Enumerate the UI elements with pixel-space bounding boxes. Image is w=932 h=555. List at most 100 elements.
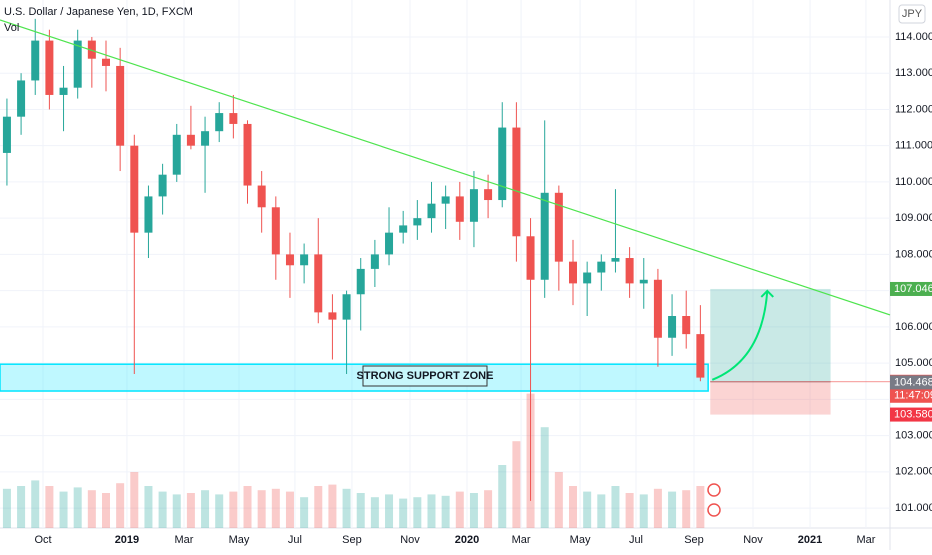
- countdown-badge: [890, 388, 932, 403]
- price-badge-label: 103.580: [894, 408, 932, 420]
- candle-body: [229, 113, 238, 124]
- candle-body: [469, 189, 478, 222]
- candle-body: [2, 116, 11, 153]
- countdown: 11:47:09: [894, 390, 932, 402]
- candle-body: [682, 316, 691, 335]
- candle-body: [257, 185, 266, 208]
- candle-body: [484, 189, 493, 201]
- event-icon: [707, 483, 721, 497]
- x-tick-label: Oct: [34, 534, 51, 546]
- volume-bar: [87, 490, 96, 528]
- y-tick-label: 109.000: [895, 212, 932, 224]
- volume-bar: [597, 494, 606, 528]
- candle-body: [285, 254, 294, 266]
- candle-body: [300, 254, 309, 266]
- volume-bar: [130, 472, 139, 528]
- y-tick-label: 108.000: [895, 248, 932, 260]
- candle-body: [399, 225, 408, 233]
- candle-body: [413, 218, 422, 226]
- support-label: STRONG SUPPORT ZONE: [357, 370, 494, 382]
- support-zone: [0, 363, 709, 392]
- candle-body: [116, 65, 125, 146]
- currency-box: [898, 4, 926, 24]
- candle-body: [201, 131, 210, 146]
- volume-bar: [116, 483, 125, 528]
- candle-body: [356, 268, 365, 295]
- x-tick-label: 2021: [798, 534, 822, 546]
- x-tick-label: Sep: [342, 534, 362, 546]
- x-tick-label: 2019: [115, 534, 139, 546]
- volume-bar: [59, 491, 68, 528]
- price-badge: [890, 375, 932, 390]
- volume-bar: [328, 484, 337, 528]
- candle-body: [59, 87, 68, 95]
- candle-body: [625, 258, 634, 284]
- x-tick-label: Jul: [288, 534, 302, 546]
- volume-bar: [455, 491, 464, 528]
- candle-body: [87, 40, 96, 59]
- volume-bar: [215, 494, 224, 528]
- volume-bar: [370, 497, 379, 528]
- candle-body: [696, 334, 705, 378]
- event-icon: [707, 503, 721, 517]
- volume-bar: [31, 480, 40, 528]
- candle-body: [342, 294, 351, 320]
- candle-body: [158, 174, 167, 197]
- candle-body: [611, 258, 620, 262]
- volume-bar: [413, 497, 422, 528]
- volume-bar: [540, 427, 549, 528]
- arrow-head: [760, 289, 774, 298]
- volume-bar: [342, 488, 351, 528]
- candle-body: [569, 261, 578, 284]
- volume-bar: [611, 486, 620, 528]
- candle-body: [172, 134, 181, 175]
- candle-body: [554, 192, 563, 262]
- candle-body: [328, 312, 337, 320]
- y-tick-label: 112.000: [895, 103, 932, 115]
- price-badge: [890, 281, 932, 296]
- currency: JPY: [902, 8, 923, 20]
- volume-bar: [2, 488, 11, 528]
- stop-zone: [710, 381, 831, 415]
- volume-bar: [639, 494, 648, 528]
- y-tick-label: 106.000: [895, 321, 932, 333]
- volume-bar: [144, 486, 153, 528]
- volume-bar: [285, 491, 294, 528]
- candle-body: [540, 192, 549, 280]
- volume-bar: [498, 465, 507, 528]
- x-tick-label: Nov: [400, 534, 420, 546]
- candle-body: [653, 279, 662, 338]
- price-badge: [890, 407, 932, 422]
- candle-body: [186, 134, 195, 146]
- volume-bar: [625, 493, 634, 528]
- support-label-box: [362, 365, 488, 387]
- candle-body: [314, 254, 323, 313]
- y-tick-label: 103.000: [895, 429, 932, 441]
- volume-bar: [300, 497, 309, 528]
- x-tick-label: Mar: [174, 534, 193, 546]
- x-tick-label: Sep: [684, 534, 704, 546]
- candle-body: [243, 123, 252, 186]
- y-tick-label: 114.000: [895, 31, 932, 43]
- candle-body: [45, 40, 54, 95]
- candle-body: [31, 40, 40, 81]
- x-tick-label: 2020: [455, 534, 479, 546]
- volume-bar: [441, 495, 450, 528]
- x-tick-label: May: [229, 534, 250, 546]
- volume-bar: [172, 494, 181, 528]
- candle-body: [73, 40, 82, 88]
- y-tick-label: 110.000: [895, 176, 932, 188]
- volume-bar: [399, 498, 408, 528]
- volume-bar: [668, 491, 677, 528]
- volume-bar: [427, 494, 436, 528]
- volume-bar: [73, 487, 82, 528]
- volume-bar: [314, 486, 323, 528]
- price-badge-label: 107.046: [894, 283, 932, 295]
- volume-bar: [158, 491, 167, 528]
- volume-bar: [186, 493, 195, 528]
- candle-body: [512, 127, 521, 237]
- volume-bar: [45, 486, 54, 528]
- arrow: [711, 290, 769, 381]
- y-tick-label: 102.000: [895, 466, 932, 478]
- volume-bar: [243, 486, 252, 528]
